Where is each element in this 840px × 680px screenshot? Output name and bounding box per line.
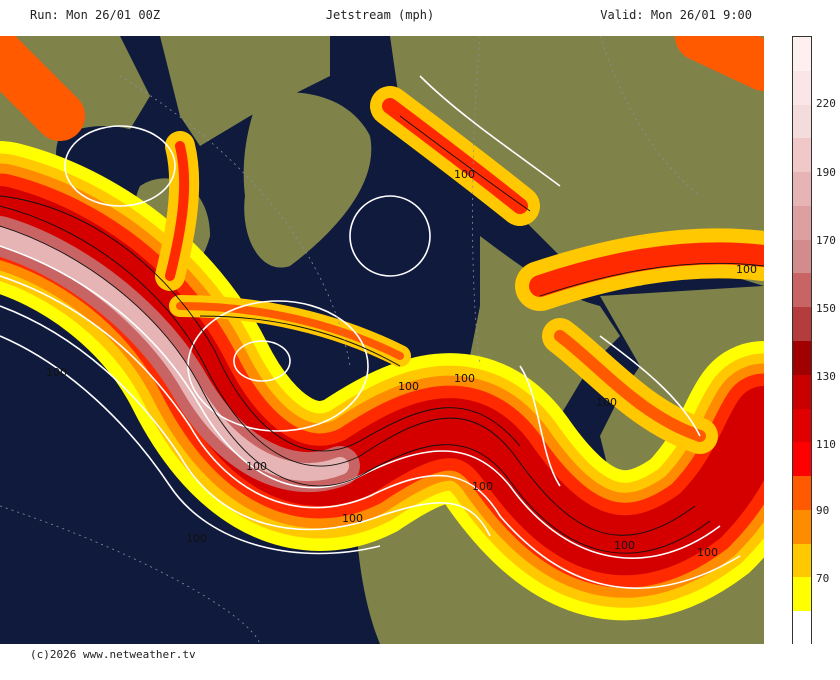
contour-label: 100: [454, 168, 475, 181]
color-legend: [792, 36, 812, 645]
legend-swatch: [793, 442, 811, 477]
run-time: Run: Mon 26/01 00Z: [30, 8, 161, 22]
legend-label: 130: [816, 370, 836, 383]
legend-swatch: [793, 172, 811, 206]
jet-stream: [0, 36, 764, 621]
legend-swatch: [793, 476, 811, 510]
copyright-text: (c)2026 www.netweather.tv: [30, 648, 196, 661]
legend-label: 170: [816, 234, 836, 247]
legend-label: 190: [816, 166, 836, 179]
flow-lines: [0, 115, 764, 554]
legend-swatch: [793, 577, 811, 612]
legend-label: 110: [816, 438, 836, 451]
legend-label: 150: [816, 302, 836, 315]
legend-swatch: [793, 509, 811, 544]
legend-swatch: [793, 239, 811, 274]
legend-label: 90: [816, 504, 830, 517]
contour-label: 100: [46, 366, 67, 379]
contour-label: 100: [614, 539, 635, 552]
contour-label: 100: [186, 532, 207, 545]
legend-swatch: [793, 341, 811, 375]
contour-label: 100: [736, 263, 757, 276]
contour-label: 100: [398, 380, 419, 393]
legend-swatch: [793, 307, 811, 341]
map-canvas: 100 100 100 100 100 100 100 100 100 100 …: [0, 36, 764, 644]
contour-label: 100: [472, 480, 493, 493]
contour-label: 100: [697, 546, 718, 559]
contour-label: 100: [342, 512, 363, 525]
legend-label: 70: [816, 572, 830, 585]
contour-label: 100: [596, 396, 617, 409]
legend-swatch: [793, 543, 811, 578]
legend-swatch: [793, 408, 811, 443]
jetstream-map: 100 100 100 100 100 100 100 100 100 100 …: [0, 36, 764, 644]
legend-swatch: [793, 374, 811, 409]
legend-swatch: [793, 273, 811, 308]
chart-title: Jetstream (mph): [325, 8, 435, 22]
valid-time: Valid: Mon 26/01 9:00: [600, 8, 752, 22]
legend-swatch: [793, 70, 811, 105]
legend-label: 220: [816, 97, 836, 110]
legend-swatch: [793, 37, 811, 71]
contour-label: 100: [246, 460, 267, 473]
legend-swatch: [793, 611, 811, 645]
contour-labels: 100 100 100 100 100 100 100 100 100 100 …: [46, 168, 757, 559]
graticule: [0, 36, 701, 644]
legend-swatch: [793, 138, 811, 173]
contour-label: 100: [454, 372, 475, 385]
legend-swatch: [793, 205, 811, 240]
legend-swatch: [793, 104, 811, 139]
